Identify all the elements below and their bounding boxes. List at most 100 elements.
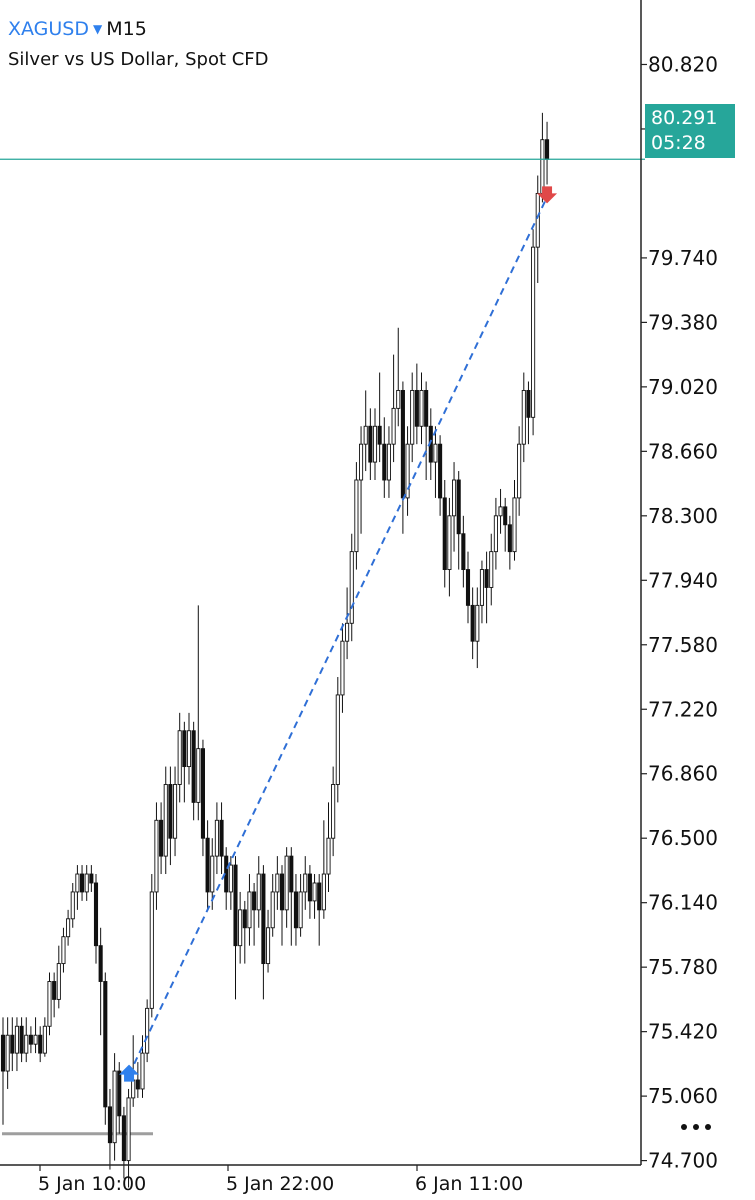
- candle-body: [228, 864, 233, 893]
- candle-body: [242, 909, 247, 929]
- y-tick-label: 76.500: [648, 826, 718, 850]
- candle: [56, 945, 61, 1009]
- candle: [242, 900, 247, 964]
- candle-body: [433, 443, 438, 463]
- chevron-down-icon[interactable]: ▼: [93, 22, 103, 36]
- y-axis-ticks: 80.82080.46079.74079.38079.02078.66078.3…: [641, 52, 718, 1173]
- candle: [438, 435, 443, 516]
- candle-body: [38, 1034, 43, 1054]
- candle: [52, 972, 57, 1018]
- chart-header: XAGUSD ▼ M15: [8, 18, 147, 40]
- candle-body: [252, 891, 257, 911]
- candle: [79, 865, 85, 901]
- candle: [182, 721, 187, 803]
- candle: [149, 874, 154, 1018]
- y-tick-label: 77.580: [648, 633, 718, 657]
- candle: [419, 372, 424, 445]
- candle: [517, 426, 522, 516]
- candle-body: [372, 425, 378, 463]
- candle-body: [117, 1070, 122, 1117]
- timeframe-label[interactable]: M15: [106, 18, 147, 40]
- candle-body: [363, 425, 368, 445]
- y-tick-label: 75.420: [648, 1020, 718, 1044]
- candle: [303, 856, 308, 910]
- candle: [317, 874, 322, 946]
- candle-body: [266, 927, 271, 965]
- candle-body: [340, 640, 345, 696]
- candle-body: [377, 425, 382, 445]
- candle-body: [382, 443, 387, 481]
- candle: [0, 1017, 6, 1125]
- candles: [0, 112, 550, 1188]
- candle: [405, 426, 410, 516]
- candle-body: [186, 730, 192, 768]
- candle-body: [354, 479, 359, 553]
- candle-body: [159, 819, 164, 857]
- candle: [19, 1017, 24, 1063]
- current-price-value: 80.291: [651, 107, 718, 129]
- axes: [0, 0, 642, 1166]
- candle-body: [52, 981, 57, 1000]
- candle: [93, 874, 99, 964]
- more-dots-icon[interactable]: [681, 1124, 711, 1130]
- trend-line[interactable]: [128, 196, 548, 1076]
- candle-body: [289, 855, 294, 893]
- candle-body: [135, 1079, 140, 1090]
- candle-body: [103, 981, 108, 1108]
- candle-body: [386, 443, 392, 481]
- candle-body: [163, 784, 168, 857]
- candle: [168, 766, 173, 866]
- candle-body: [5, 1034, 10, 1072]
- candle-body: [293, 891, 299, 929]
- candle: [326, 802, 331, 892]
- candle-body: [145, 1007, 150, 1054]
- candle: [382, 417, 387, 498]
- candle: [219, 802, 224, 875]
- candle-body: [214, 819, 219, 857]
- candle: [24, 1017, 29, 1063]
- candle: [252, 882, 257, 946]
- candle: [545, 121, 550, 185]
- candle: [414, 363, 419, 445]
- candle-body: [47, 981, 52, 1027]
- signal-arrows[interactable]: [119, 186, 558, 1082]
- candle: [266, 909, 271, 973]
- candle-body: [284, 855, 289, 911]
- candle-body: [24, 1034, 29, 1054]
- candle: [191, 721, 196, 821]
- candle: [84, 865, 89, 901]
- candle: [228, 856, 233, 910]
- candle: [447, 497, 452, 597]
- candle-body: [238, 909, 243, 947]
- candle-body: [10, 1034, 15, 1054]
- candle-body: [298, 891, 303, 929]
- candle: [293, 874, 299, 946]
- candle: [33, 1017, 38, 1054]
- y-tick-label: 77.940: [648, 568, 718, 592]
- candle-body: [56, 963, 61, 1000]
- candle-body: [89, 873, 94, 884]
- candle: [61, 927, 66, 973]
- candle: [298, 874, 303, 937]
- candle: [307, 865, 312, 919]
- candle-body: [33, 1034, 38, 1045]
- candle: [354, 462, 359, 570]
- bar-countdown: 05:28: [651, 132, 706, 154]
- candle: [275, 856, 280, 910]
- candle: [531, 229, 536, 436]
- candle-body: [210, 855, 215, 893]
- candle-body: [438, 443, 443, 499]
- candle-body: [419, 389, 424, 427]
- candle: [42, 1017, 47, 1057]
- symbol-name[interactable]: XAGUSD: [8, 18, 90, 40]
- candle: [321, 820, 326, 919]
- candle: [107, 1088, 112, 1170]
- candle-body: [93, 882, 99, 947]
- candle-body: [442, 497, 447, 571]
- candle: [145, 999, 150, 1063]
- candle: [238, 891, 243, 964]
- candle-body: [517, 443, 522, 499]
- candle-body: [396, 389, 401, 409]
- candle-body: [461, 533, 466, 571]
